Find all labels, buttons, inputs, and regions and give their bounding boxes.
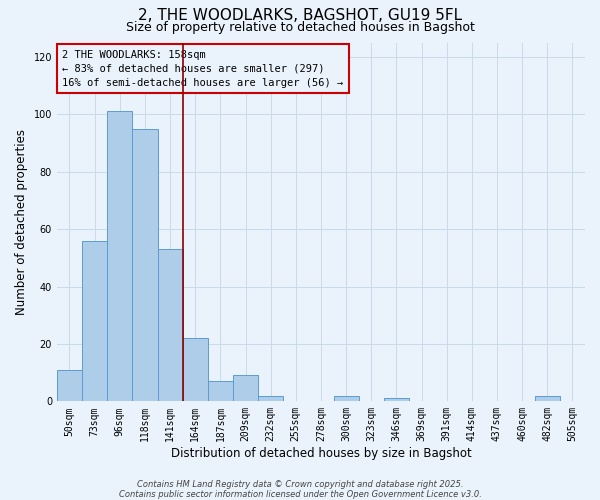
Bar: [233, 376, 258, 402]
X-axis label: Distribution of detached houses by size in Bagshot: Distribution of detached houses by size …: [170, 447, 472, 460]
Bar: [82, 240, 107, 402]
Bar: [182, 338, 208, 402]
Bar: [107, 112, 133, 402]
Text: Size of property relative to detached houses in Bagshot: Size of property relative to detached ho…: [125, 21, 475, 34]
Text: Contains HM Land Registry data © Crown copyright and database right 2025.
Contai: Contains HM Land Registry data © Crown c…: [119, 480, 481, 499]
Bar: [208, 381, 233, 402]
Bar: [57, 370, 82, 402]
Bar: [334, 396, 359, 402]
Bar: [535, 396, 560, 402]
Text: 2 THE WOODLARKS: 158sqm
← 83% of detached houses are smaller (297)
16% of semi-d: 2 THE WOODLARKS: 158sqm ← 83% of detache…: [62, 50, 343, 88]
Bar: [258, 396, 283, 402]
Bar: [158, 249, 182, 402]
Bar: [384, 398, 409, 402]
Text: 2, THE WOODLARKS, BAGSHOT, GU19 5FL: 2, THE WOODLARKS, BAGSHOT, GU19 5FL: [138, 8, 462, 22]
Y-axis label: Number of detached properties: Number of detached properties: [15, 129, 28, 315]
Bar: [133, 128, 158, 402]
